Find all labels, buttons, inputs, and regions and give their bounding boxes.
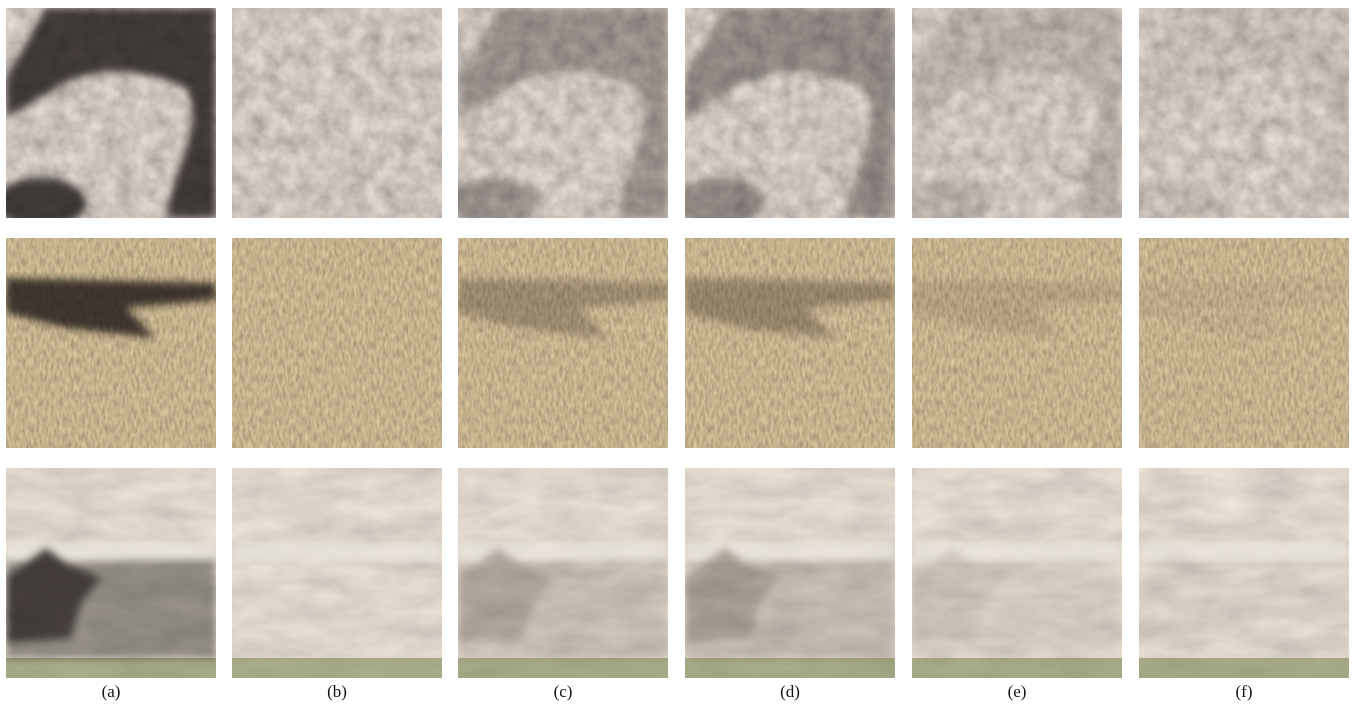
- panel-label: (e): [1008, 682, 1027, 701]
- image-content: [685, 468, 895, 678]
- image-content: [1139, 468, 1349, 678]
- image-content: [912, 468, 1122, 678]
- figure: (a) (b) (c) (d) (e) (f): [0, 0, 1357, 707]
- image-content: [458, 238, 668, 448]
- grass-strip: [685, 658, 895, 678]
- image-panel: [232, 238, 442, 448]
- image-texture: [685, 238, 895, 448]
- image-content: [232, 8, 442, 218]
- image-content: [6, 468, 216, 678]
- image-texture: [232, 238, 442, 448]
- image-panel: [1129, 8, 1349, 228]
- image-panel: [912, 238, 1122, 448]
- image-content: [448, 8, 668, 228]
- image-panel: [458, 238, 668, 448]
- image-panel: [6, 468, 216, 678]
- image-panel: [902, 8, 1122, 228]
- panel-label: (c): [554, 682, 573, 701]
- shadow-shape: [448, 178, 538, 228]
- grass-strip: [458, 658, 668, 678]
- image-panel: [232, 468, 442, 678]
- shadow: [458, 548, 668, 658]
- image-panel: [6, 238, 216, 448]
- panel-label: (d): [780, 682, 800, 701]
- image-panel: [458, 468, 668, 678]
- image-panel: [0, 8, 216, 228]
- image-content: [1139, 238, 1349, 448]
- image-content: [6, 238, 216, 448]
- image-texture: [6, 238, 216, 448]
- image-content: [0, 8, 216, 228]
- image-panel: [1139, 238, 1349, 448]
- grass-strip: [6, 658, 216, 678]
- shadow-shape: [1129, 178, 1219, 228]
- image-texture: [458, 238, 668, 448]
- image-content: [232, 468, 442, 678]
- shadow: [1139, 548, 1349, 658]
- white-band: [232, 543, 442, 561]
- grass-strip: [912, 658, 1122, 678]
- image-panel: [232, 8, 442, 218]
- image-panel: [912, 468, 1122, 678]
- panel-label: (f): [1236, 682, 1253, 701]
- image-texture: [232, 8, 442, 218]
- shadow-shape: [902, 178, 992, 228]
- shadow-shape: [0, 178, 86, 228]
- image-content: [675, 8, 895, 228]
- panel-label: (b): [327, 682, 347, 701]
- image-panel: [685, 468, 895, 678]
- image-panel: [675, 8, 895, 228]
- image-texture: [232, 468, 442, 678]
- grass-strip: [232, 658, 442, 678]
- shadow: [912, 548, 1122, 658]
- image-texture: [1139, 238, 1349, 448]
- image-content: [685, 238, 895, 448]
- image-panel: [1139, 468, 1349, 678]
- shadow-shape: [675, 178, 765, 228]
- shadow: [685, 548, 895, 658]
- image-content: [458, 468, 668, 678]
- image-content: [902, 8, 1122, 228]
- image-content: [232, 238, 442, 448]
- image-texture: [912, 238, 1122, 448]
- panel-label: (a): [102, 682, 121, 701]
- image-content: [912, 238, 1122, 448]
- image-content: [1129, 8, 1349, 228]
- image-panel: [448, 8, 668, 228]
- grass-strip: [1139, 658, 1349, 678]
- image-panel: [685, 238, 895, 448]
- shadow: [6, 548, 216, 658]
